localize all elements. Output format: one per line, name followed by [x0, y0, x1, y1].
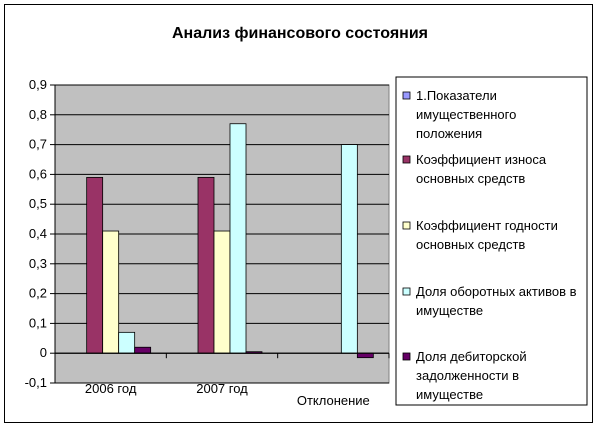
legend-label: Доля оборотных активов в — [416, 284, 577, 299]
y-tick-label: 0,8 — [29, 107, 47, 122]
legend: 1.Показатели имущественного положения Коэфф… — [395, 76, 588, 406]
bar — [102, 230, 120, 354]
chart-frame: Анализ финансового состояния -0,1 0 0,1 0,2… — [4, 4, 593, 423]
y-tick-label: 0,1 — [29, 315, 47, 330]
legend-label: 1.Показатели — [416, 88, 497, 103]
x-category-label: 2007 год — [196, 381, 248, 396]
legend-label: основных средств — [416, 171, 525, 186]
chart: Анализ финансового состояния -0,1 0 0,1 0,2… — [25, 25, 588, 408]
legend-swatch — [402, 352, 411, 361]
x-category-label: Отклонение — [297, 393, 370, 408]
chart-title: Анализ финансового состояния — [172, 25, 428, 42]
legend-label: положения — [416, 126, 482, 141]
bar — [356, 352, 374, 359]
legend-swatch — [402, 155, 411, 164]
y-tick-label: 0,3 — [29, 256, 47, 271]
legend-box — [395, 76, 588, 406]
legend-label: задолженности в — [416, 368, 519, 383]
legend-label: имуществе — [416, 303, 483, 318]
legend-label: Доля дебиторской — [416, 349, 527, 364]
legend-swatch — [402, 221, 411, 230]
legend-label: имуществе — [416, 387, 483, 402]
y-tick-label: 0,2 — [29, 286, 47, 301]
y-tick-label: 0 — [40, 345, 47, 360]
legend-label: основных средств — [416, 237, 525, 252]
bar — [134, 346, 152, 354]
legend-swatch — [402, 91, 411, 100]
y-tick-label: 0,6 — [29, 166, 47, 181]
bar — [86, 176, 104, 354]
y-tick-label: 0,4 — [29, 226, 47, 241]
legend-label: имущественного — [416, 107, 516, 122]
bar — [213, 230, 231, 354]
bar — [340, 144, 358, 354]
x-category-label: 2006 год — [85, 381, 137, 396]
y-tick-label: 0,9 — [29, 77, 47, 92]
legend-label: Коэффициент годности — [416, 218, 558, 233]
y-tick-label: 0,5 — [29, 196, 47, 211]
y-tick-label: -0,1 — [25, 375, 47, 390]
legend-swatch — [402, 287, 411, 296]
bar — [118, 331, 136, 354]
plot-area: -0,1 0 0,1 0,2 0,3 0,4 0,5 0,6 0,7 0,8 0,9 2006 год… — [25, 77, 390, 408]
legend-label: Коэффициент износа — [416, 152, 547, 167]
y-tick-label: 0,7 — [29, 137, 47, 152]
bar — [229, 123, 247, 354]
bar — [197, 176, 215, 354]
